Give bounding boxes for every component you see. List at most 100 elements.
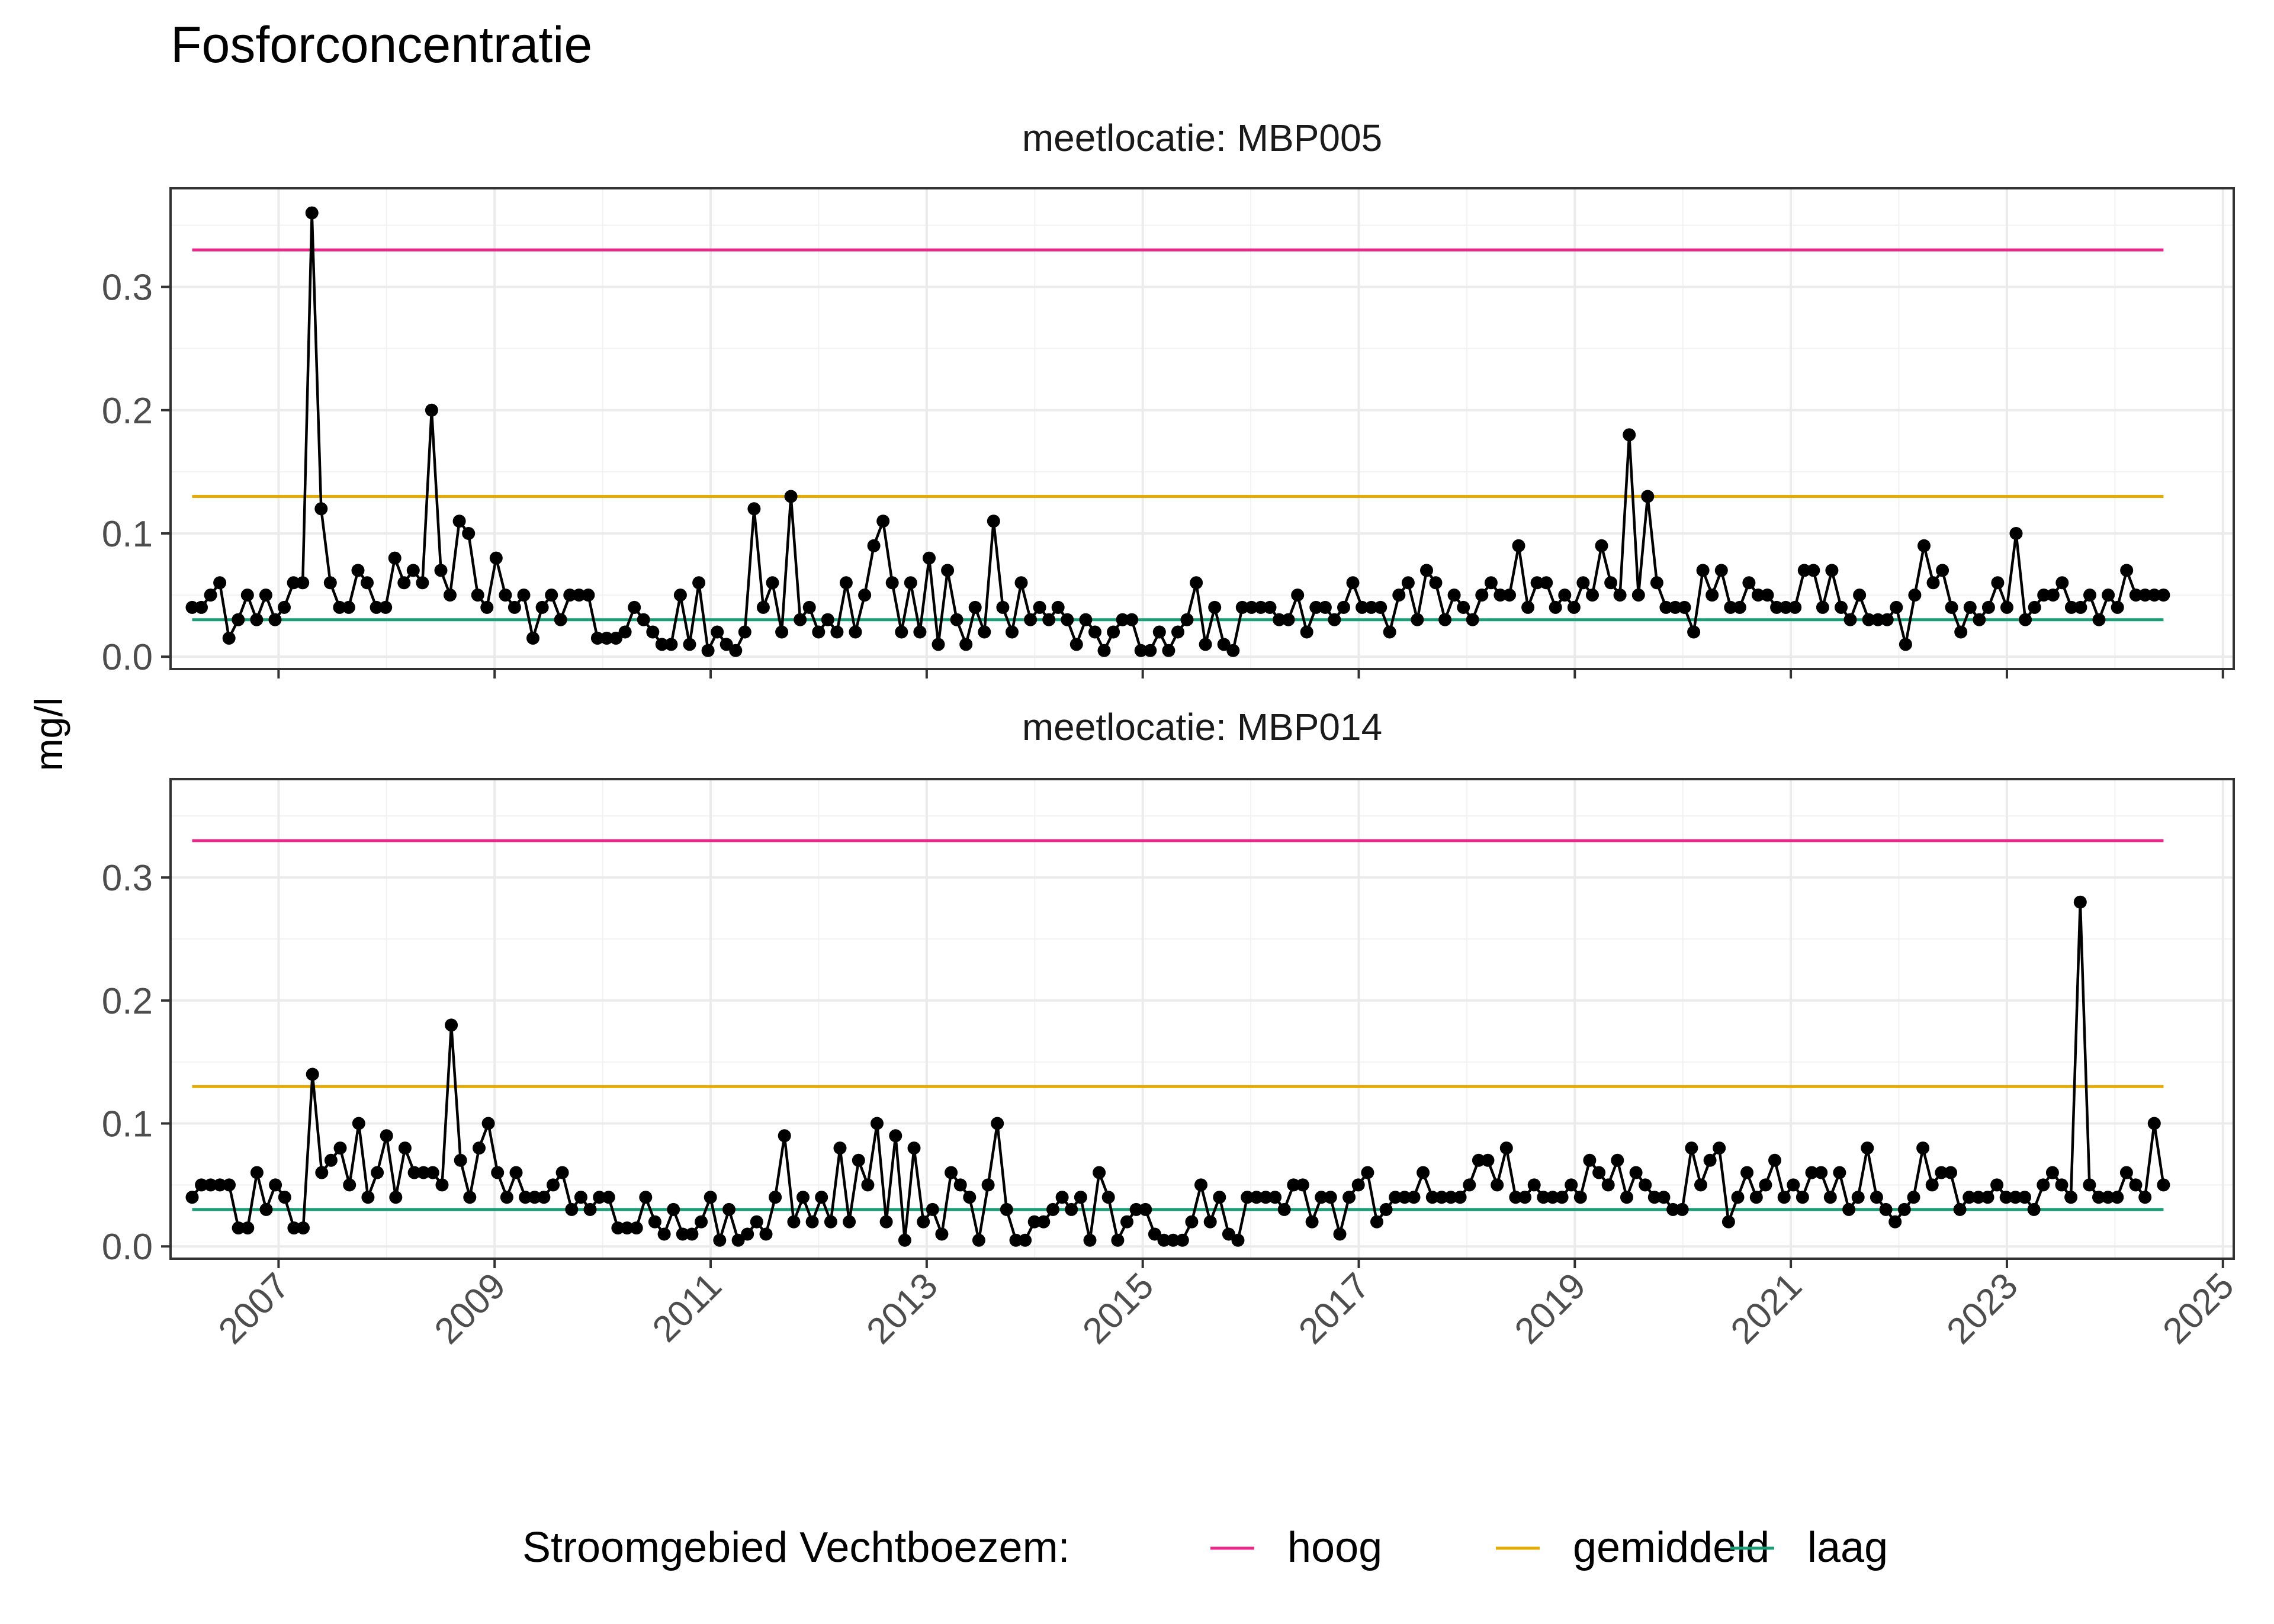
data-point xyxy=(1879,1202,1893,1216)
data-point xyxy=(297,1221,310,1235)
data-point xyxy=(306,1067,319,1081)
data-point xyxy=(655,638,669,651)
data-point xyxy=(250,613,264,626)
data-point xyxy=(1046,1202,1059,1216)
data-point xyxy=(545,589,558,602)
data-point xyxy=(1296,1178,1309,1192)
data-point xyxy=(500,1191,513,1204)
data-point xyxy=(1870,1191,1883,1204)
data-point xyxy=(1346,576,1360,590)
data-point xyxy=(2147,1117,2161,1130)
data-point xyxy=(932,638,945,651)
data-point xyxy=(2120,564,2134,577)
data-point xyxy=(1706,589,1719,602)
data-point xyxy=(1281,613,1295,626)
legend-item-hoog: hoog xyxy=(1210,1524,1382,1571)
data-point xyxy=(1318,600,1332,614)
data-point xyxy=(1639,1178,1652,1192)
data-point xyxy=(555,1166,569,1179)
data-point xyxy=(1324,1191,1337,1204)
data-point xyxy=(463,1191,477,1204)
data-point xyxy=(1842,1202,1856,1216)
data-point xyxy=(1558,589,1572,602)
data-point xyxy=(704,1191,717,1204)
data-point xyxy=(1287,1178,1300,1192)
data-point xyxy=(1356,600,1369,614)
data-point xyxy=(1733,600,1746,614)
data-point xyxy=(1364,600,1378,614)
data-point xyxy=(1342,1191,1356,1204)
data-point xyxy=(1411,613,1424,626)
data-point xyxy=(1129,1202,1143,1216)
data-point xyxy=(1759,1178,1772,1192)
data-point xyxy=(1871,613,1885,626)
data-point xyxy=(738,625,751,639)
data-point xyxy=(2018,1191,2031,1204)
data-point xyxy=(213,1178,227,1192)
data-point xyxy=(775,625,789,639)
data-point xyxy=(1814,1166,1828,1179)
data-point xyxy=(692,576,706,590)
data-point xyxy=(648,1215,661,1229)
data-point xyxy=(987,514,1000,528)
data-point xyxy=(1484,576,1498,590)
data-point xyxy=(445,1018,458,1032)
data-point xyxy=(333,600,346,614)
data-point xyxy=(2083,589,2096,602)
facet-label: meetlocatie: MBP005 xyxy=(1022,117,1382,159)
data-point xyxy=(1167,1233,1180,1247)
data-point xyxy=(1954,625,1968,639)
data-point xyxy=(2092,1191,2105,1204)
data-point xyxy=(1190,576,1203,590)
data-point xyxy=(1890,600,1903,614)
data-point xyxy=(1696,564,1710,577)
data-point xyxy=(968,600,982,614)
data-point xyxy=(1713,1141,1726,1155)
data-point xyxy=(407,1166,421,1179)
data-point xyxy=(489,551,503,565)
y-tick-label: 0.0 xyxy=(102,1227,153,1268)
data-point xyxy=(222,631,236,645)
data-point xyxy=(1888,1215,1902,1229)
data-point xyxy=(2055,576,2069,590)
data-point xyxy=(1379,1202,1393,1216)
data-point xyxy=(223,1178,236,1192)
data-point xyxy=(1453,1191,1467,1204)
data-point xyxy=(185,1191,199,1204)
data-point xyxy=(796,1191,810,1204)
data-point xyxy=(1595,539,1608,552)
data-point xyxy=(713,1233,727,1247)
data-point xyxy=(720,638,733,651)
data-point xyxy=(1953,1202,1967,1216)
data-point xyxy=(315,1166,329,1179)
data-point xyxy=(701,644,715,657)
data-point xyxy=(1277,1202,1291,1216)
panels-layer: meetlocatie: MBP0050.00.10.20.3meetlocat… xyxy=(102,117,2235,1268)
data-point xyxy=(1573,1191,1587,1204)
data-point xyxy=(1065,1202,1078,1216)
data-point xyxy=(454,1153,467,1167)
data-point xyxy=(324,1153,338,1167)
data-point xyxy=(996,600,1010,614)
data-point xyxy=(528,1191,541,1204)
data-point xyxy=(1540,576,1553,590)
data-point xyxy=(858,589,872,602)
data-point xyxy=(1935,1166,1948,1179)
data-point xyxy=(473,1141,486,1155)
data-point xyxy=(1530,576,1544,590)
data-point xyxy=(981,1178,995,1192)
data-point xyxy=(1777,1191,1791,1204)
data-point xyxy=(611,1221,625,1235)
data-point xyxy=(833,1141,847,1155)
data-point xyxy=(1518,1191,1531,1204)
y-tick-label: 0.3 xyxy=(102,858,153,899)
y-axis-label: mg/l xyxy=(27,697,70,771)
data-point xyxy=(2064,600,2078,614)
data-point xyxy=(1120,1215,1133,1229)
data-point xyxy=(1675,1202,1689,1216)
data-point xyxy=(361,576,374,590)
data-point xyxy=(839,576,853,590)
data-point xyxy=(397,576,411,590)
data-point xyxy=(1162,644,1175,657)
data-point xyxy=(1273,613,1286,626)
